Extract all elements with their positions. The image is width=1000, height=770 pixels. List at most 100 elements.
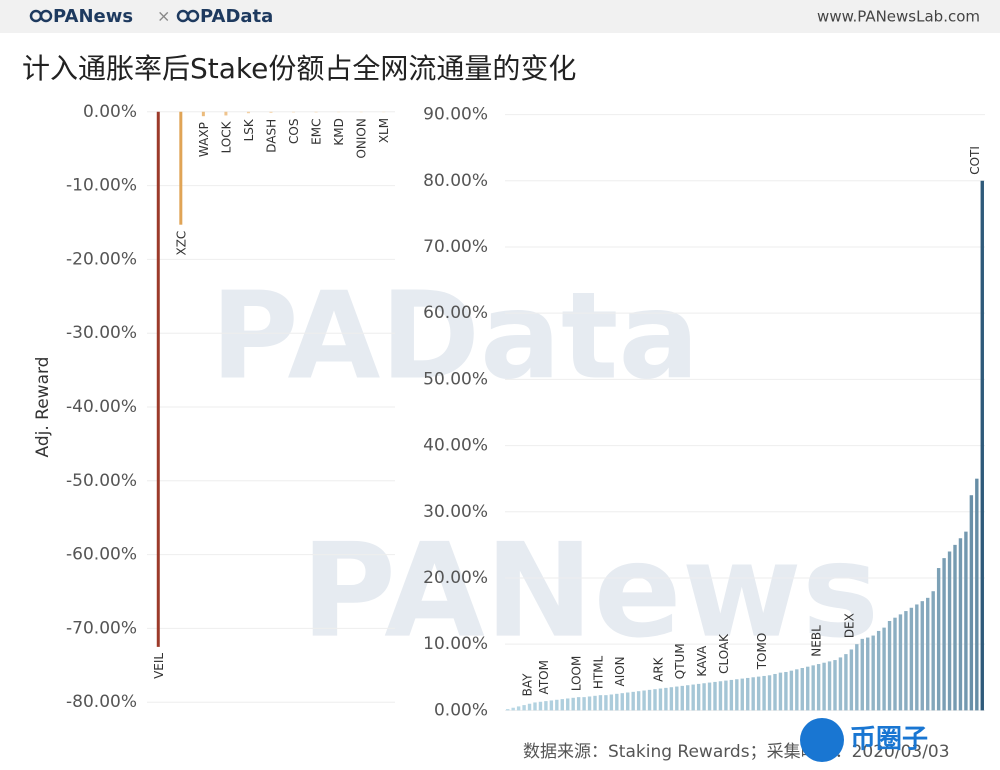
- bar: [751, 677, 755, 711]
- bar-label: DEX: [842, 613, 856, 638]
- bar-label: VEIL: [152, 653, 166, 679]
- bar: [620, 693, 624, 711]
- bar-label: EMC: [310, 119, 324, 145]
- bar-label: WAXP: [197, 122, 211, 157]
- y-tick-label: 10.00%: [423, 634, 488, 654]
- bar: [680, 685, 684, 711]
- y-tick-label: 40.00%: [423, 436, 488, 456]
- bar: [576, 697, 581, 711]
- bar: [958, 538, 963, 711]
- bar-label: AION: [613, 656, 627, 686]
- brand: PANews: [53, 6, 133, 27]
- bar: [549, 700, 554, 711]
- bar: [800, 668, 804, 711]
- bar: [560, 699, 564, 711]
- bar: [827, 661, 832, 711]
- bar: [555, 699, 559, 711]
- bar: [707, 682, 712, 711]
- bar-label: LSK: [242, 118, 256, 141]
- bar-label: XLM: [377, 118, 391, 143]
- bar: [795, 669, 799, 711]
- bar: [179, 111, 183, 225]
- bar: [582, 697, 586, 711]
- y-tick-label: 90.00%: [423, 105, 488, 125]
- bar: [947, 551, 952, 711]
- bar: [292, 111, 296, 113]
- bar-label: CLOAK: [717, 633, 731, 674]
- y-tick-label: 60.00%: [423, 303, 488, 323]
- bar-label: XZC: [174, 231, 188, 256]
- bar: [866, 637, 870, 711]
- bar-label: NEBL: [810, 625, 824, 657]
- bar: [516, 706, 521, 711]
- y-tick-label: 0.00%: [83, 102, 137, 122]
- bar: [980, 180, 984, 711]
- y-tick-label: -50.00%: [66, 471, 137, 491]
- bar: [931, 591, 935, 711]
- bar-label: ONION: [355, 118, 369, 158]
- brand: PAData: [200, 6, 273, 27]
- y-tick-label: 80.00%: [423, 171, 488, 191]
- bar: [975, 478, 979, 711]
- bar: [337, 111, 341, 113]
- bar: [740, 678, 744, 711]
- y-tick-label: 30.00%: [423, 502, 488, 522]
- y-tick-label: -70.00%: [66, 618, 137, 638]
- bar-label: LOOM: [570, 656, 584, 692]
- y-tick-label: -60.00%: [66, 545, 137, 565]
- y-axis-label: Adj. Reward: [33, 357, 53, 458]
- header-bar: [0, 0, 1000, 33]
- bar: [833, 660, 837, 711]
- bar-label: HTML: [591, 655, 605, 689]
- bar: [778, 672, 783, 711]
- bar: [871, 635, 875, 711]
- bar: [713, 681, 717, 711]
- bar: [246, 111, 250, 114]
- y-tick-label: -80.00%: [66, 692, 137, 712]
- bar: [636, 691, 641, 711]
- separator: ×: [157, 7, 170, 26]
- bar: [767, 675, 772, 711]
- bar: [686, 685, 690, 711]
- badge-icon: [800, 718, 844, 762]
- bar: [811, 665, 815, 711]
- bar: [904, 611, 908, 711]
- bar: [893, 617, 897, 711]
- bar: [201, 111, 205, 117]
- bar: [887, 621, 892, 711]
- bar: [511, 707, 515, 711]
- logo-icon: [29, 9, 200, 23]
- bar: [806, 666, 810, 711]
- bar: [882, 627, 886, 711]
- bar: [675, 686, 679, 711]
- bar: [269, 111, 273, 113]
- y-tick-label: -20.00%: [66, 249, 137, 269]
- y-tick-label: 50.00%: [423, 369, 488, 389]
- bar: [593, 695, 597, 711]
- bar: [718, 681, 723, 711]
- bar: [382, 111, 386, 113]
- bar-label: COTI: [968, 146, 982, 175]
- bar-label: QTUM: [673, 643, 687, 679]
- bar: [953, 544, 957, 711]
- bar: [609, 694, 614, 711]
- chart-title: 计入通胀率后Stake份额占全网流通量的变化: [22, 52, 576, 85]
- footer-source: 数据来源：Staking Rewards；采集时间：2020/03/03: [523, 742, 950, 762]
- bar: [860, 638, 864, 711]
- bar-label: BAY: [521, 673, 535, 697]
- bar: [359, 111, 363, 113]
- bar: [735, 679, 739, 711]
- bar: [936, 568, 941, 711]
- bar: [604, 695, 608, 711]
- bar: [224, 111, 228, 116]
- bar-label: KAVA: [695, 645, 709, 677]
- y-tick-label: 20.00%: [423, 568, 488, 588]
- bar-label: ARK: [651, 656, 665, 682]
- bar: [838, 657, 843, 711]
- bar: [915, 604, 919, 711]
- bar: [942, 558, 946, 711]
- bar: [664, 687, 668, 711]
- bar: [696, 683, 701, 711]
